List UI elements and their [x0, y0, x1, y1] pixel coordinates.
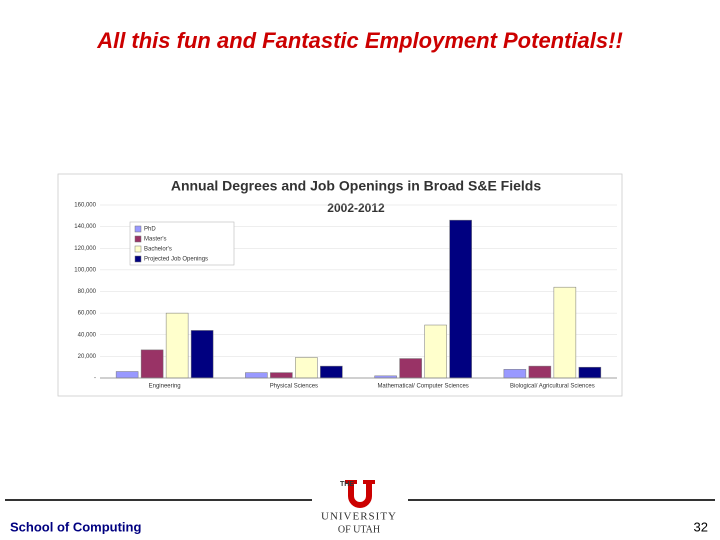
y-tick-label: -	[94, 376, 96, 382]
legend-swatch	[134, 245, 142, 253]
x-tick-label: Mathematical/ Computer Sciences	[377, 384, 468, 390]
y-tick-label: 120,000	[74, 246, 96, 252]
y-tick-label: 40,000	[78, 332, 97, 338]
bar	[399, 358, 422, 379]
y-tick-label: 80,000	[78, 289, 97, 295]
bar	[528, 365, 552, 379]
x-tick-label: Biological/ Agricultural Sciences	[510, 384, 595, 390]
bar	[578, 366, 602, 379]
x-tick-label: Engineering	[149, 384, 181, 390]
y-tick-label: 160,000	[74, 203, 96, 209]
bar	[503, 369, 527, 379]
bar	[320, 365, 343, 379]
y-tick-label: 100,000	[74, 267, 96, 273]
legend-swatch	[134, 235, 142, 243]
y-tick-label: 20,000	[78, 354, 97, 360]
legend-label: Master's	[144, 237, 166, 243]
y-tick-label: 60,000	[78, 311, 97, 317]
legend-label: PhD	[144, 227, 156, 233]
chart-subtitle: 2002-2012	[327, 201, 385, 215]
logo-text: OF UTAH	[338, 524, 380, 535]
logo-u	[345, 480, 375, 508]
legend-box	[129, 221, 235, 266]
plot: - 20,000 40,000 60,000 80,000 100,000 120,000 1…	[74, 203, 617, 390]
bar	[190, 330, 214, 379]
bar	[165, 312, 189, 379]
bar	[140, 349, 164, 379]
bar	[553, 286, 577, 379]
bar	[270, 372, 293, 379]
page-number: 32	[694, 519, 708, 534]
x-tick-label: Physical Sciences	[270, 384, 318, 390]
bar	[115, 371, 139, 379]
legend-label: Bachelor's	[144, 247, 172, 253]
chart-title: Annual Degrees and Job Openings in Broad…	[171, 178, 541, 194]
bar	[245, 372, 268, 379]
legend-label: Projected Job Openings	[144, 257, 208, 263]
logo-text: UNIVERSITY	[321, 511, 397, 523]
legend-swatch	[134, 255, 142, 263]
bar	[424, 324, 447, 379]
footer-left: School of Computing	[10, 519, 141, 534]
logo-text: THE	[340, 481, 354, 488]
slide-title: All this fun and Fantastic Employment Po…	[96, 28, 623, 53]
bar	[449, 219, 472, 379]
bar	[295, 357, 318, 379]
legend-swatch	[134, 225, 142, 233]
y-tick-label: 140,000	[74, 224, 96, 230]
